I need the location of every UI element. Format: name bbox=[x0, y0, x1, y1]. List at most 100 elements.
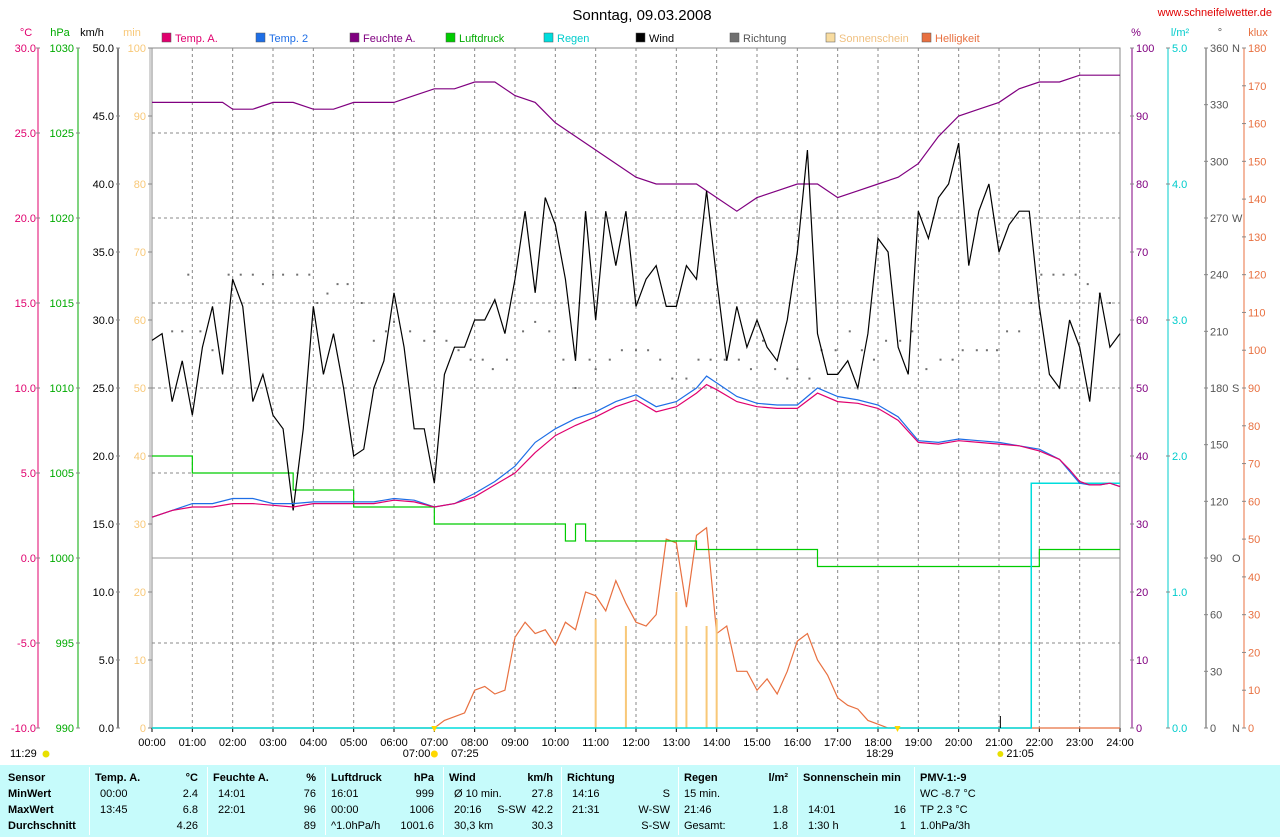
sunrise-time: 07:00 bbox=[403, 748, 431, 760]
point-richtung-66 bbox=[975, 349, 978, 352]
moonrise-time: 21:05 bbox=[1006, 748, 1034, 760]
tick-min-1: 90 bbox=[134, 111, 146, 123]
axis-unit-pct: % bbox=[1131, 27, 1141, 39]
stats-separator bbox=[561, 767, 562, 835]
stats-header-10: Regen bbox=[684, 772, 718, 784]
legend-label-0: Temp. A. bbox=[175, 33, 218, 45]
stats-pmv: TP 2.3 °C bbox=[920, 804, 968, 816]
point-richtung-20 bbox=[393, 320, 395, 323]
tick-temp-4: 10.0 bbox=[15, 383, 36, 395]
point-richtung-14 bbox=[326, 292, 329, 295]
stats-dir-time: 21:31 bbox=[572, 804, 600, 816]
point-richtung-33 bbox=[562, 358, 565, 361]
tick-hpa-4: 1010 bbox=[50, 383, 74, 395]
stats-temp-time: 13:45 bbox=[100, 804, 128, 816]
tick-pct-9: 10 bbox=[1136, 655, 1148, 667]
tick-pct-2: 80 bbox=[1136, 179, 1148, 191]
tick-klux-17: 10 bbox=[1248, 685, 1260, 697]
tick-temp-8: -10.0 bbox=[11, 723, 36, 735]
point-richtung-24 bbox=[445, 339, 448, 342]
sun-icon bbox=[430, 750, 438, 758]
dir-label-6: S bbox=[1232, 383, 1239, 395]
point-richtung-7 bbox=[251, 273, 254, 276]
tick-klux-9: 90 bbox=[1248, 383, 1260, 395]
tick-pct-7: 30 bbox=[1136, 519, 1148, 531]
stats-header-9: Richtung bbox=[567, 772, 615, 784]
tick-deg-2: 300 bbox=[1210, 156, 1228, 168]
point-richtung-73 bbox=[1052, 273, 1055, 276]
xtick-label-8: 08:00 bbox=[461, 737, 489, 749]
stats-wind-value: 27.8 bbox=[531, 788, 553, 800]
stats-header-4: % bbox=[306, 772, 316, 784]
point-richtung-17 bbox=[360, 302, 363, 304]
xtick-label-12: 12:00 bbox=[622, 737, 650, 749]
point-richtung-10 bbox=[282, 273, 285, 276]
legend-label-5: Wind bbox=[649, 33, 674, 45]
point-richtung-15 bbox=[336, 283, 339, 286]
stats-sun-value: 16 bbox=[893, 804, 906, 816]
point-richtung-74 bbox=[1062, 273, 1065, 276]
legend-swatch-6 bbox=[729, 32, 740, 43]
website-link[interactable]: www.schneifelwetter.de bbox=[1157, 7, 1272, 19]
tick-klux-13: 50 bbox=[1248, 534, 1260, 546]
point-richtung-52 bbox=[796, 368, 799, 371]
point-richtung-36 bbox=[594, 368, 597, 371]
tick-min-7: 30 bbox=[134, 519, 146, 531]
xtick-label-16: 16:00 bbox=[784, 737, 812, 749]
point-richtung-32 bbox=[548, 330, 551, 333]
tick-deg-0: 360 bbox=[1210, 43, 1228, 55]
tick-min-3: 70 bbox=[134, 247, 146, 259]
moon-icon bbox=[42, 750, 50, 758]
xtick-label-4: 04:00 bbox=[300, 737, 328, 749]
legend-label-3: Luftdruck bbox=[459, 33, 505, 45]
tick-kmh-8: 10.0 bbox=[93, 587, 114, 599]
tick-kmh-5: 25.0 bbox=[93, 383, 114, 395]
axis-unit-min: min bbox=[123, 27, 141, 39]
legend-swatch-1 bbox=[255, 32, 266, 43]
tick-temp-0: 30.0 bbox=[15, 43, 36, 55]
stats-header-3: Feuchte A. bbox=[213, 772, 269, 784]
point-richtung-76 bbox=[1086, 283, 1089, 286]
xtick-label-3: 03:00 bbox=[259, 737, 287, 749]
stats-dir-value: S bbox=[662, 788, 670, 800]
stats-rain-desc: 15 min. bbox=[684, 788, 721, 800]
line-luftdruck bbox=[152, 455, 1120, 568]
stats-temp-time: 00:00 bbox=[100, 788, 128, 800]
stats-header-5: Luftdruck bbox=[331, 772, 382, 784]
tick-klux-12: 60 bbox=[1248, 496, 1260, 508]
point-richtung-44 bbox=[697, 358, 700, 361]
point-richtung-62 bbox=[925, 368, 928, 371]
point-richtung-6 bbox=[239, 273, 242, 276]
tick-deg-6: 180 bbox=[1210, 383, 1228, 395]
sunset-time: 18:29 bbox=[866, 748, 894, 760]
point-richtung-42 bbox=[671, 377, 674, 380]
point-richtung-63 bbox=[939, 358, 942, 361]
tick-rain-5: 0.0 bbox=[1172, 723, 1187, 735]
point-richtung-3 bbox=[199, 330, 202, 333]
xtick-label-10: 10:00 bbox=[542, 737, 570, 749]
sunrise-marker-icon bbox=[431, 726, 438, 732]
point-richtung-2 bbox=[187, 273, 190, 276]
tick-rain-4: 1.0 bbox=[1172, 587, 1187, 599]
tick-deg-1: 330 bbox=[1210, 100, 1228, 112]
tick-klux-18: 0 bbox=[1248, 723, 1254, 735]
point-richtung-71 bbox=[1030, 302, 1033, 304]
xtick-label-14: 14:00 bbox=[703, 737, 731, 749]
stats-sun-value: 1 bbox=[899, 820, 906, 832]
tick-klux-5: 130 bbox=[1248, 232, 1266, 244]
tick-rain-3: 2.0 bbox=[1172, 451, 1187, 463]
axis-unit-temp: °C bbox=[20, 27, 32, 39]
axis-unit-kmh: km/h bbox=[80, 27, 104, 39]
stats-rain-desc: 21:46 bbox=[684, 804, 712, 816]
stats-header-8: km/h bbox=[527, 772, 553, 784]
stats-rain-value: 1.8 bbox=[772, 804, 788, 816]
point-richtung-8 bbox=[261, 283, 264, 286]
tick-klux-0: 180 bbox=[1248, 43, 1266, 55]
tick-deg-4: 240 bbox=[1210, 270, 1228, 282]
point-richtung-68 bbox=[995, 349, 998, 352]
weather-chart: Sonntag, 09.03.2008 www.schneifelwetter.… bbox=[10, 7, 1272, 760]
stats-separator bbox=[89, 767, 90, 835]
xtick-label-15: 15:00 bbox=[743, 737, 771, 749]
point-richtung-75 bbox=[1074, 273, 1077, 276]
point-richtung-69 bbox=[1006, 330, 1009, 333]
